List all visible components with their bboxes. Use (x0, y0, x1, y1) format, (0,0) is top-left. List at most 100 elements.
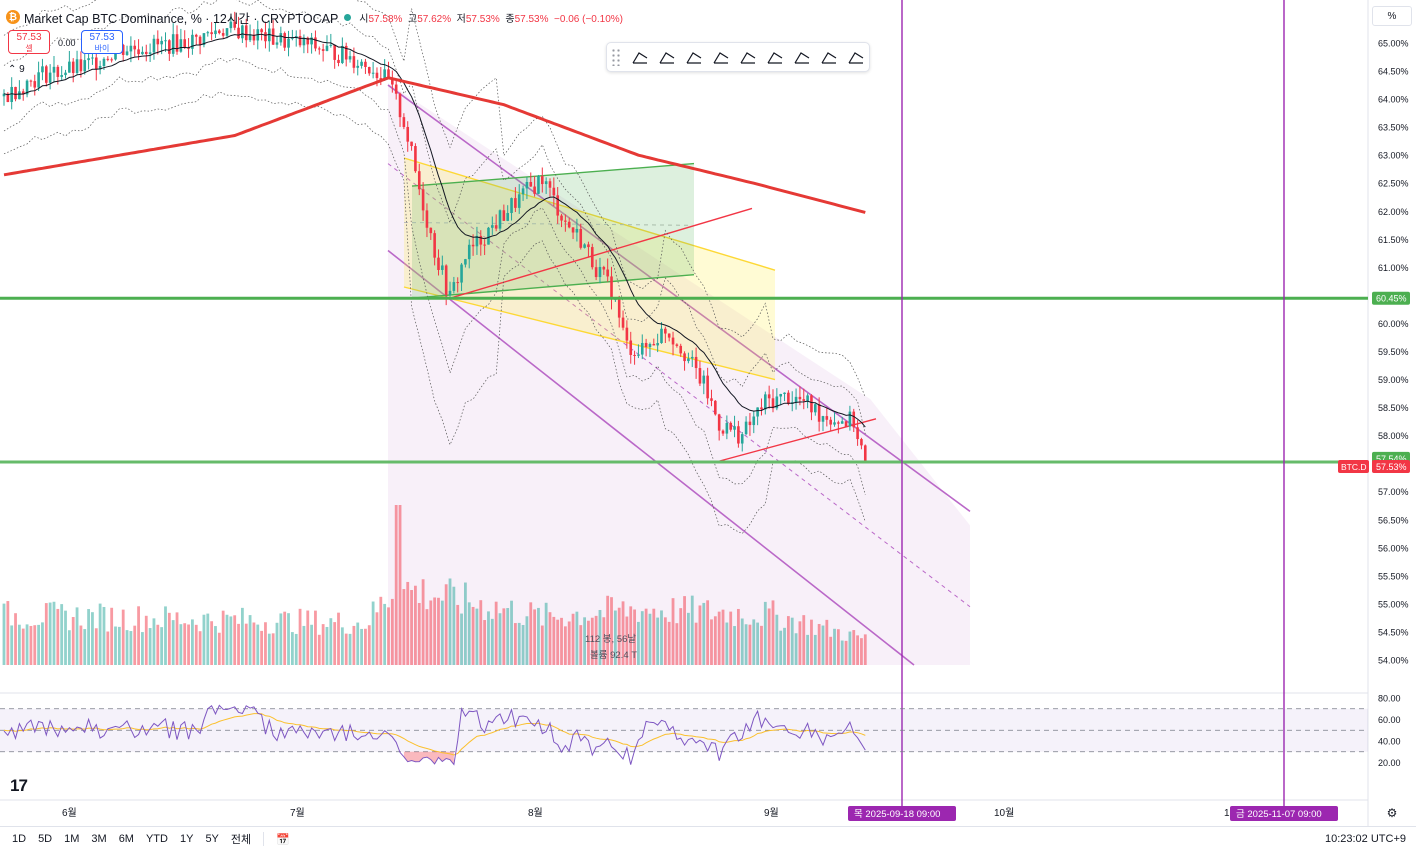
flat-top-icon[interactable] (761, 45, 788, 69)
sell-button[interactable]: 57.53 셀 (8, 30, 50, 54)
candle-body (475, 235, 479, 247)
fib-timezone-icon[interactable] (815, 45, 842, 69)
candle-body (802, 399, 806, 401)
parallel-channel-icon[interactable] (734, 45, 761, 69)
time-tick-label: 7월 (290, 807, 305, 819)
candle-body (244, 25, 248, 41)
tradingview-logo[interactable]: 17 (10, 776, 28, 795)
volume-bar (529, 602, 533, 665)
ohlc-values: 시57.58% 고57.62% 저57.53% 종57.53% −0.06 (−… (359, 13, 623, 25)
volume-bar (21, 628, 25, 665)
price-tick-label: 64.50% (1378, 67, 1409, 77)
bottom-toolbar: 1D 5D 1M 3M 6M YTD 1Y 5Y 전체 📅 10:23:02 UTC+9 (0, 826, 1416, 851)
volume-bar (137, 606, 140, 665)
candle-body (667, 333, 671, 338)
candle-body (344, 45, 348, 60)
volume-bar (152, 618, 156, 665)
volume-bar (821, 625, 825, 665)
candle-body (417, 171, 421, 190)
volume-bar (371, 601, 375, 665)
timeframe-1Y[interactable]: 1Y (179, 833, 194, 845)
volume-bar (690, 595, 694, 665)
gann-fan-icon[interactable] (842, 45, 869, 69)
settings-gear-icon[interactable]: ⚙ (1386, 806, 1398, 820)
scale-unit-button[interactable]: % (1372, 6, 1412, 26)
drag-handle-icon[interactable] (611, 48, 621, 66)
volume-bar (41, 622, 44, 665)
volume-bar (414, 585, 417, 665)
volume-bar (217, 632, 221, 665)
volume-bar (644, 608, 648, 665)
volume-bar (848, 631, 852, 665)
volume-bar (563, 626, 567, 665)
candle-body (291, 37, 294, 39)
volume-bar (144, 615, 148, 665)
candle-body (60, 75, 63, 77)
candle-body (129, 45, 133, 52)
candle-body (633, 354, 636, 356)
price-tick-label: 64.00% (1378, 95, 1409, 105)
volume-bar (352, 625, 356, 665)
disjoint-channel-icon[interactable] (788, 45, 815, 69)
timeframe-1D[interactable]: 1D (12, 833, 27, 845)
volume-bar (810, 619, 813, 665)
timeframe-5D[interactable]: 5D (38, 833, 53, 845)
fib-retracement-icon[interactable] (653, 45, 680, 69)
candle-body (648, 344, 652, 348)
volume-bar (575, 611, 579, 665)
timeframe-3M[interactable]: 3M (91, 833, 107, 845)
candle-body (37, 72, 40, 88)
volume-bar (652, 608, 656, 665)
calendar-range-icon[interactable]: 📅 (276, 833, 290, 846)
volume-bar (679, 608, 683, 665)
time-marker-bg (1230, 806, 1338, 821)
candle-body (798, 396, 802, 400)
trend-angle-icon[interactable] (680, 45, 707, 69)
price-tick-label: 57.00% (1378, 487, 1409, 497)
volume-bar (48, 602, 52, 665)
symbol-title[interactable]: Market Cap BTC Dominance, % · 12시간 · CRY… (24, 11, 339, 26)
indicator-toggle[interactable]: ⌃ 9 (8, 64, 25, 75)
time-tick-label: 6월 (62, 807, 77, 819)
volume-bar (494, 601, 498, 665)
volume-bar (598, 609, 602, 665)
candle-body (575, 228, 579, 233)
timeframe-5Y[interactable]: 5Y (205, 833, 219, 845)
timeframe-전체[interactable]: 전체 (230, 834, 252, 846)
volume-bars (2, 505, 867, 665)
symbol-badge-label: BTC.D (1341, 462, 1367, 472)
timeframe-YTD[interactable]: YTD (145, 833, 168, 845)
candle-body (583, 244, 586, 248)
candle-body (287, 38, 290, 48)
pitchfork-icon[interactable] (626, 45, 653, 69)
candle-body (6, 93, 10, 103)
candle-body (587, 244, 590, 248)
candle-body (191, 34, 194, 49)
volume-bar (702, 602, 706, 665)
path-icon[interactable] (707, 45, 734, 69)
time-marker-badge: 목 2025-09-18 09:00 (848, 806, 956, 821)
timeframe-1M[interactable]: 1M (64, 833, 80, 845)
candle-body (717, 414, 721, 431)
price-axis-ticks: 65.00% 64.50% 64.00% 63.50% 63.00% 62.50% 62.0… (1378, 39, 1409, 666)
candle-body (813, 404, 817, 413)
timeframe-6M[interactable]: 6M (118, 833, 134, 845)
candle-body (48, 72, 52, 83)
volume-bar (617, 607, 621, 665)
volume-bar (544, 602, 548, 665)
volume-bar (225, 614, 229, 665)
candle-body (456, 282, 460, 284)
volume-bar (194, 624, 198, 665)
candle-body (410, 141, 413, 147)
candle-body (698, 368, 702, 384)
buy-button[interactable]: 57.53 바이 (81, 30, 123, 54)
candle-body (725, 422, 729, 434)
volume-bar (556, 619, 560, 665)
volume-bar (91, 612, 94, 665)
volume-bar (602, 617, 606, 665)
candle-body (598, 266, 602, 278)
candle-body (87, 58, 90, 61)
candle-body (556, 195, 559, 216)
candle-body (671, 337, 675, 345)
